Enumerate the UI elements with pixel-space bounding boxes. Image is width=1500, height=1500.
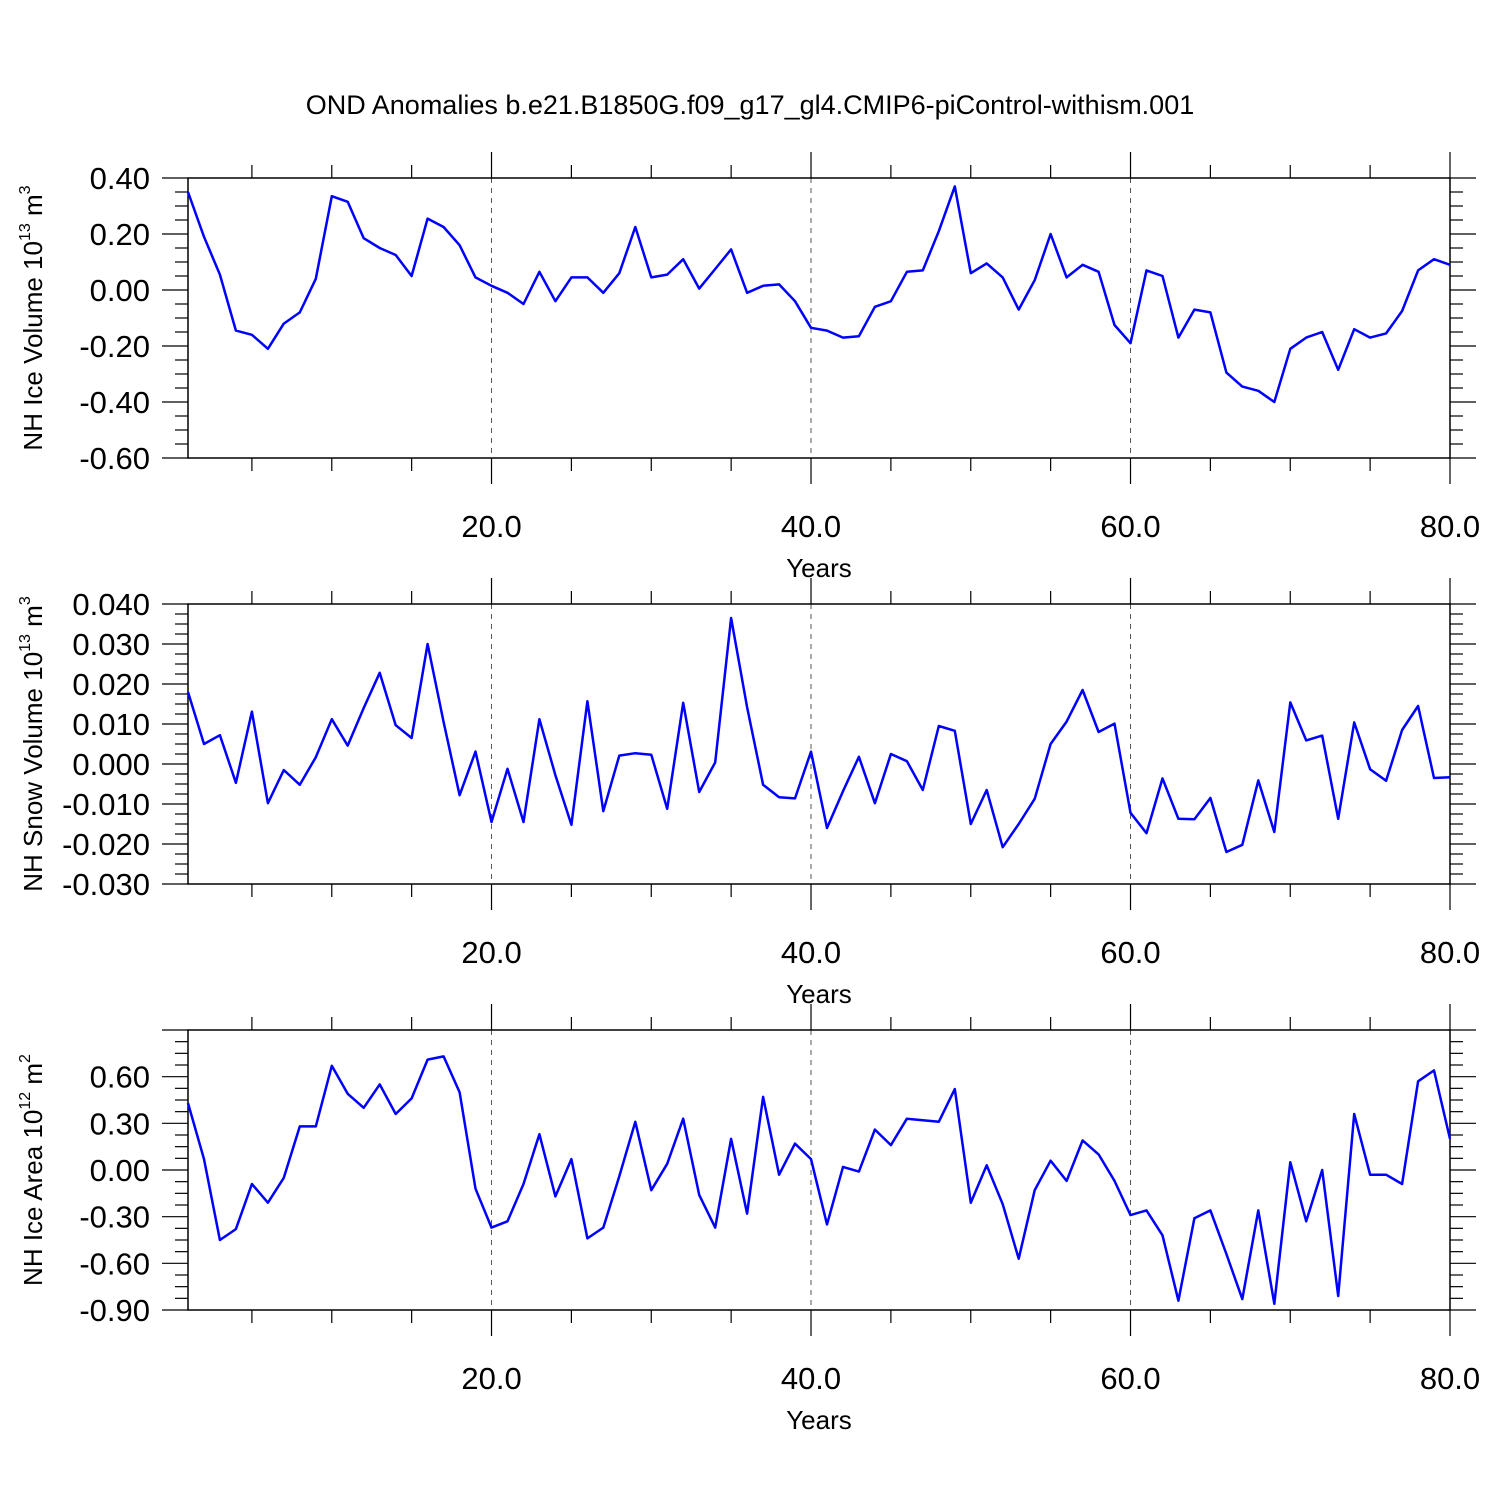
y-tick-label: 0.30 <box>90 1106 150 1141</box>
y-tick-label: -0.010 <box>62 787 150 822</box>
x-tick-label: 60.0 <box>1100 935 1160 970</box>
x-tick-label: 60.0 <box>1100 1361 1160 1396</box>
x-tick-label: 40.0 <box>781 935 841 970</box>
panels: 20.0 40.0 60.0 80.0 Years -0.60 -0.40 -0.20 0.00… <box>17 152 1480 1435</box>
series-line-ice-area <box>186 1055 1452 1306</box>
y-tick-label: 0.000 <box>72 747 150 782</box>
y-tick-label: 0.00 <box>90 273 150 308</box>
x-tick-label: 40.0 <box>781 1361 841 1396</box>
plot-frame <box>187 1029 1451 1311</box>
y-tick-label: 0.020 <box>72 667 150 702</box>
x-tick-label: 20.0 <box>461 935 521 970</box>
panel-ice-volume: 20.0 40.0 60.0 80.0 Years -0.60 -0.40 -0.20 0.00… <box>17 152 1480 583</box>
y-tick-label: -0.60 <box>79 1246 150 1281</box>
y-tick-label: -0.30 <box>79 1200 150 1235</box>
y-tick-label: -0.60 <box>79 441 150 476</box>
panel-snow-volume: 20.0 40.0 60.0 80.0 Years -0.030 -0.020 -0.010 0… <box>17 578 1480 1009</box>
plot-frame <box>187 603 1451 885</box>
x-axis-label: Years <box>786 1405 852 1435</box>
figure-title: OND Anomalies b.e21.B1850G.f09_g17_gl4.C… <box>306 90 1194 120</box>
y-axis-label: NH Snow Volume 1013 m3 <box>17 596 48 892</box>
series-line-snow-volume <box>186 616 1451 854</box>
y-tick-label: -0.020 <box>62 827 150 862</box>
y-tick-label: 0.40 <box>90 161 150 196</box>
y-tick-label: -0.40 <box>79 385 150 420</box>
y-axis-label: NH Ice Volume 1013 m3 <box>17 185 48 450</box>
y-tick-label: 0.20 <box>90 217 150 252</box>
panel-ice-area: 20.0 40.0 60.0 80.0 Years -0.90 -0.60 -0.30 0.00… <box>17 1004 1480 1435</box>
y-tick-label: -0.030 <box>62 867 150 902</box>
x-axis-label: Years <box>786 553 852 583</box>
x-tick-label: 80.0 <box>1420 1361 1480 1396</box>
x-tick-label: 40.0 <box>781 509 841 544</box>
x-tick-label: 20.0 <box>461 509 521 544</box>
y-tick-label: 0.010 <box>72 707 150 742</box>
y-tick-label: -0.90 <box>79 1293 150 1328</box>
y-tick-label: 0.030 <box>72 627 150 662</box>
x-tick-label: 80.0 <box>1420 935 1480 970</box>
y-tick-label: 0.60 <box>90 1060 150 1095</box>
x-tick-label: 20.0 <box>461 1361 521 1396</box>
x-tick-label: 60.0 <box>1100 509 1160 544</box>
y-tick-label: 0.040 <box>72 587 150 622</box>
y-tick-label: 0.00 <box>90 1153 150 1188</box>
x-axis-label: Years <box>786 979 852 1009</box>
plot-frame <box>187 177 1451 459</box>
y-axis-label: NH Ice Area 1012 m2 <box>17 1054 48 1286</box>
series-line-ice-volume <box>186 185 1451 404</box>
x-tick-label: 80.0 <box>1420 509 1480 544</box>
y-tick-label: -0.20 <box>79 329 150 364</box>
